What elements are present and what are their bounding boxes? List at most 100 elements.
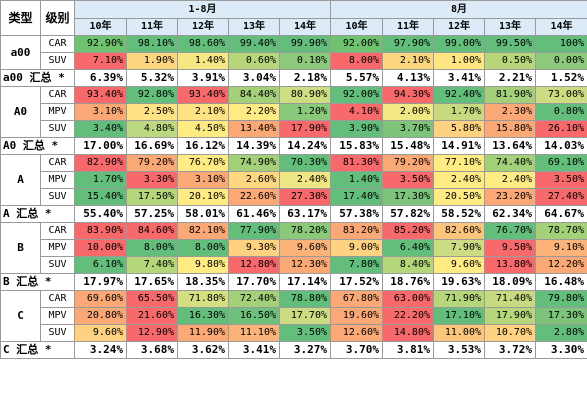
year-header: 14年 [279,18,331,36]
table-row: SUV 6.10% 7.40% 9.80% 12.80% 12.30% 7.80% 8.40%… [1,256,587,274]
value-cell: 7.80% [330,256,383,274]
category-cell: A0 [0,86,41,138]
value-cell: 16.69% [126,137,178,155]
table-row: SUV 3.40% 4.80% 4.50% 13.40% 17.90% 3.90% 3.70%… [1,120,587,138]
value-cell: 57.25% [126,205,178,223]
value-cell: 8.40% [382,256,434,274]
value-cell: 78.20% [279,222,331,240]
value-cell: 3.70% [330,341,383,359]
value-cell: 14.03% [535,137,587,155]
value-cell: 23.20% [484,188,536,206]
value-cell: 71.90% [433,290,485,308]
value-cell: 3.41% [228,341,280,359]
value-cell: 17.30% [535,307,587,325]
value-cell: 99.00% [433,35,485,53]
value-cell: 1.00% [433,52,485,70]
summary-label: a00 汇总 * [0,69,75,87]
value-cell: 3.91% [177,69,229,87]
value-cell: 15.40% [74,188,127,206]
value-cell: 92.00% [330,86,383,104]
category-cell: A [0,154,41,206]
value-cell: 83.20% [330,222,383,240]
value-cell: 1.40% [330,171,383,189]
value-cell: 93.40% [177,86,229,104]
value-cell: 82.60% [433,222,485,240]
value-cell: 80.90% [279,86,331,104]
value-cell: 61.46% [228,205,280,223]
value-cell: 5.57% [330,69,383,87]
value-cell: 4.80% [126,120,178,138]
value-cell: 16.48% [535,273,587,291]
value-cell: 7.10% [74,52,127,70]
level-cell: MPV [40,103,75,121]
summary-row: a00 汇总 * 6.39% 5.32% 3.91% 3.04% 2.18% 5.57% 4.… [0,69,587,87]
value-cell: 0.80% [535,103,587,121]
value-cell: 13.80% [484,256,536,274]
value-cell: 17.65% [126,273,178,291]
value-cell: 55.40% [74,205,127,223]
level-cell: CAR [40,290,75,308]
group-header-aug: 8月 [330,0,587,19]
value-cell: 84.60% [126,222,178,240]
value-cell: 79.20% [126,154,178,172]
value-cell: 12.60% [330,324,383,342]
value-cell: 17.14% [279,273,331,291]
group-header-jan-aug: 1-8月 [74,0,331,19]
value-cell: 13.64% [484,137,536,155]
value-cell: 3.10% [74,103,127,121]
value-cell: 15.83% [330,137,383,155]
table-body: a00 CAR 92.90% 98.10% 98.60% 99.40% 99.90% 92.0… [0,35,587,359]
value-cell: 1.90% [126,52,178,70]
table-row: a00 CAR 92.90% 98.10% 98.60% 99.40% 99.90% 92.0… [0,35,587,70]
value-cell: 19.60% [330,307,383,325]
value-cell: 81.30% [330,154,383,172]
value-cell: 17.52% [330,273,383,291]
value-cell: 3.24% [74,341,127,359]
value-cell: 17.50% [126,188,178,206]
value-cell: 6.10% [74,256,127,274]
value-cell: 99.90% [279,35,331,53]
value-cell: 11.00% [433,324,485,342]
value-cell: 92.90% [74,35,127,53]
value-cell: 10.70% [484,324,536,342]
value-cell: 63.17% [279,205,331,223]
level-cell: MPV [40,239,75,257]
value-cell: 14.24% [279,137,331,155]
value-cell: 3.30% [126,171,178,189]
value-cell: 94.30% [382,86,434,104]
value-cell: 0.50% [484,52,536,70]
value-cell: 14.80% [382,324,434,342]
value-cell: 100% [535,35,587,53]
year-header: 11年 [382,18,434,36]
value-cell: 14.39% [228,137,280,155]
year-header: 10年 [74,18,127,36]
value-cell: 2.21% [484,69,536,87]
value-cell: 17.70% [228,273,280,291]
value-cell: 93.40% [74,86,127,104]
value-cell: 9.30% [228,239,280,257]
value-cell: 20.50% [433,188,485,206]
value-cell: 3.62% [177,341,229,359]
level-cell: SUV [40,188,75,206]
year-header: 13年 [484,18,536,36]
value-cell: 78.70% [535,222,587,240]
value-cell: 8.00% [177,239,229,257]
table-row: SUV 15.40% 17.50% 20.10% 22.60% 27.30% 17.40% 1… [1,188,587,206]
value-cell: 1.70% [74,171,127,189]
value-cell: 1.20% [279,103,331,121]
summary-row: A0 汇总 * 17.00% 16.69% 16.12% 14.39% 14.24% 15.… [0,137,587,155]
summary-row: C 汇总 * 3.24% 3.68% 3.62% 3.41% 3.27% 3.70% 3.81… [0,341,587,359]
value-cell: 17.70% [279,307,331,325]
value-cell: 12.90% [126,324,178,342]
year-header: 11年 [126,18,178,36]
value-cell: 92.40% [433,86,485,104]
value-cell: 77.10% [433,154,485,172]
value-cell: 17.90% [484,307,536,325]
value-cell: 3.50% [535,171,587,189]
value-cell: 3.30% [535,341,587,359]
value-cell: 2.40% [433,171,485,189]
value-cell: 77.90% [228,222,280,240]
value-cell: 58.52% [433,205,485,223]
value-cell: 2.80% [535,324,587,342]
summary-label: B 汇总 * [0,273,75,291]
